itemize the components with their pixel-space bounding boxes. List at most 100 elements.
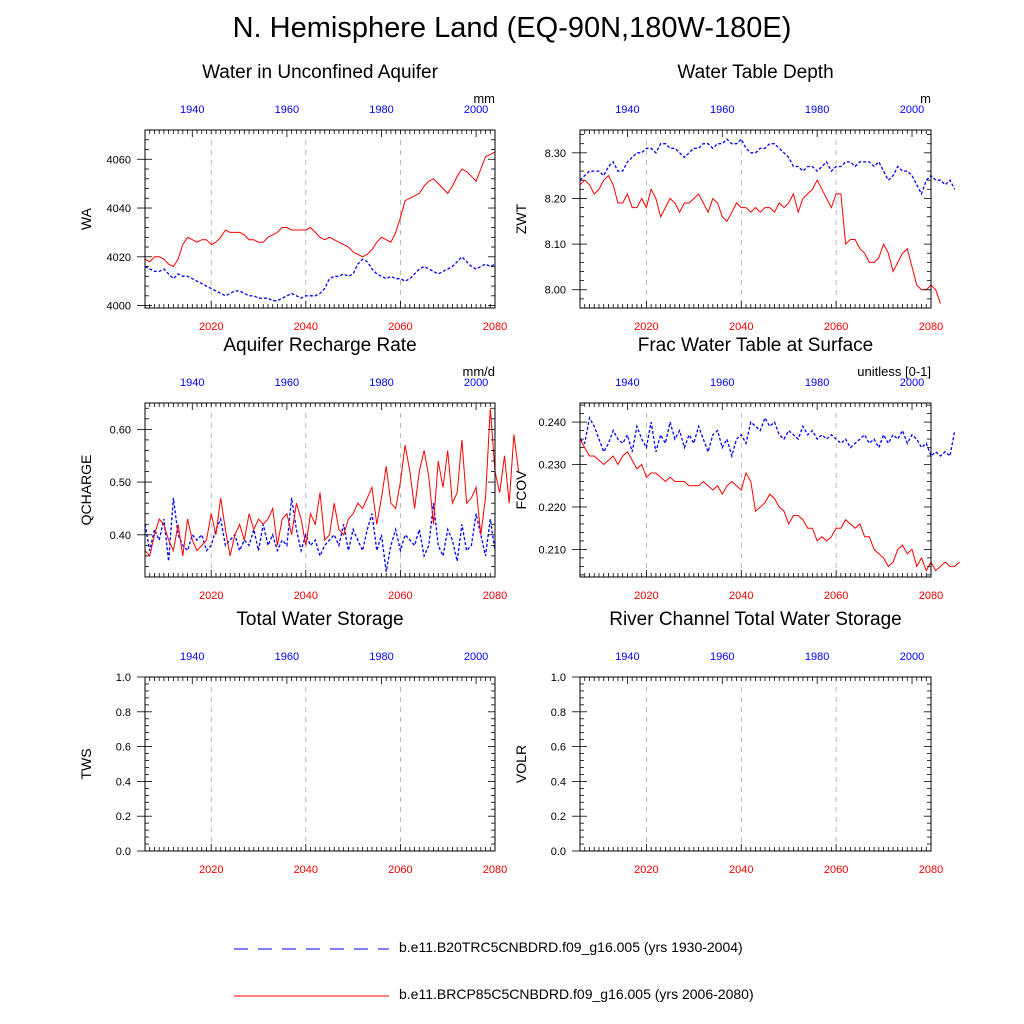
- y-tick-label: 0.2: [116, 811, 131, 823]
- x-bottom-tick-label: 2040: [294, 864, 318, 876]
- series-line-historical: [144, 255, 496, 302]
- x-top-tick-label: 1940: [180, 377, 204, 389]
- plot-frame: [144, 676, 496, 852]
- x-top-tick-label: 1960: [710, 377, 734, 389]
- panel-3: Aquifer Recharge Rate mm/d QCHARGE 2020 2040…: [78, 335, 520, 602]
- x-top-tick-label: 1940: [180, 104, 204, 116]
- y-tick-label: 4040: [107, 203, 131, 215]
- units-label: mm: [473, 91, 495, 106]
- y-tick-label: 8.20: [545, 193, 566, 205]
- legend-item-rcp85: b.e11.BRCP85C5CNBDRD.f09_g16.005 (yrs 20…: [234, 984, 934, 1008]
- y-tick-label: 1.0: [551, 672, 566, 684]
- x-top-tick-label: 1980: [805, 377, 829, 389]
- y-tick-label: 4060: [107, 154, 131, 166]
- y-tick-label: 0.60: [110, 424, 131, 436]
- legend-swatch-solid: [234, 995, 389, 997]
- x-bottom-tick-label: 2060: [388, 321, 412, 333]
- x-bottom-tick-label: 2020: [634, 590, 658, 602]
- y-tick-label: 0.8: [116, 707, 131, 719]
- x-top-tick-label: 2000: [464, 377, 488, 389]
- y-tick-label: 8.30: [545, 148, 566, 160]
- panel-title: River Channel Total Water Storage: [609, 609, 902, 630]
- plot-frame: [579, 402, 932, 578]
- x-top-tick-label: 1980: [805, 651, 829, 663]
- x-bottom-tick-label: 2060: [824, 590, 848, 602]
- series-line-historical: [144, 497, 496, 572]
- panel-4: Frac Water Table at Surface unitless [0-1…: [513, 335, 960, 602]
- x-bottom-tick-label: 2040: [729, 864, 753, 876]
- x-top-tick-label: 1960: [710, 651, 734, 663]
- legend-label-historical: b.e11.B20TRC5CNBDRD.f09_g16.005 (yrs 193…: [399, 939, 743, 955]
- panel-title: Water Table Depth: [677, 62, 833, 83]
- y-tick-label: 8.00: [545, 285, 566, 297]
- plot-frame: [144, 402, 496, 578]
- units-label: mm/d: [463, 364, 496, 379]
- y-axis-label: VOLR: [513, 745, 529, 783]
- series-line-rcp85: [144, 408, 520, 557]
- units-label: m: [920, 91, 931, 106]
- x-bottom-tick-label: 2080: [483, 590, 507, 602]
- y-tick-label: 0.8: [551, 707, 566, 719]
- x-bottom-tick-label: 2020: [199, 321, 223, 333]
- x-top-tick-label: 1960: [710, 104, 734, 116]
- legend-item-historical: b.e11.B20TRC5CNBDRD.f09_g16.005 (yrs 193…: [234, 937, 934, 961]
- y-tick-label: 0.210: [538, 544, 566, 556]
- y-tick-label: 0.6: [116, 742, 131, 754]
- y-tick-label: 0.2: [551, 811, 566, 823]
- units-label: unitless [0-1]: [857, 364, 931, 379]
- y-tick-label: 0.230: [538, 460, 566, 472]
- x-bottom-tick-label: 2080: [919, 864, 943, 876]
- panel-title: Frac Water Table at Surface: [638, 335, 874, 356]
- x-bottom-tick-label: 2060: [388, 590, 412, 602]
- series-line-rcp85: [144, 151, 496, 268]
- series-line-historical: [579, 416, 956, 459]
- y-axis-label: ZWT: [513, 203, 529, 234]
- x-top-tick-label: 2000: [900, 377, 924, 389]
- x-bottom-tick-label: 2040: [729, 321, 753, 333]
- x-top-tick-label: 2000: [900, 651, 924, 663]
- x-top-tick-label: 1960: [275, 377, 299, 389]
- y-tick-label: 0.6: [551, 742, 566, 754]
- x-top-tick-label: 2000: [464, 651, 488, 663]
- x-bottom-tick-label: 2020: [634, 321, 658, 333]
- x-top-tick-label: 1980: [369, 377, 393, 389]
- x-bottom-tick-label: 2020: [199, 590, 223, 602]
- y-tick-label: 0.240: [538, 417, 566, 429]
- panel-title: Aquifer Recharge Rate: [223, 335, 416, 356]
- series-line-rcp85: [579, 174, 941, 304]
- y-tick-label: 4020: [107, 252, 131, 264]
- series-line-historical: [579, 138, 956, 196]
- y-axis-label: QCHARGE: [78, 455, 94, 526]
- x-bottom-tick-label: 2020: [199, 864, 223, 876]
- x-top-tick-label: 1960: [275, 651, 299, 663]
- x-bottom-tick-label: 2080: [483, 321, 507, 333]
- panel-1: Water in Unconfined Aquifer mm WA 2020 2040 2…: [78, 62, 507, 333]
- y-tick-label: 8.10: [545, 239, 566, 251]
- y-tick-label: 4000: [107, 301, 131, 313]
- y-tick-label: 0.50: [110, 477, 131, 489]
- plot-frame: [579, 676, 932, 852]
- panel-title: Water in Unconfined Aquifer: [202, 62, 439, 83]
- x-top-tick-label: 1960: [275, 104, 299, 116]
- y-tick-label: 1.0: [116, 672, 131, 684]
- legend-label-rcp85: b.e11.BRCP85C5CNBDRD.f09_g16.005 (yrs 20…: [399, 986, 754, 1002]
- panel-6: River Channel Total Water Storage VOLR 202…: [513, 609, 943, 876]
- x-top-tick-label: 1980: [369, 104, 393, 116]
- x-bottom-tick-label: 2040: [294, 321, 318, 333]
- panel-5: Total Water Storage TWS 2020 2040 2060 2080 19…: [78, 609, 507, 876]
- x-bottom-tick-label: 2020: [634, 864, 658, 876]
- x-top-tick-label: 1940: [615, 651, 639, 663]
- panel-title: Total Water Storage: [236, 609, 403, 630]
- x-top-tick-label: 1940: [180, 651, 204, 663]
- x-bottom-tick-label: 2080: [483, 864, 507, 876]
- x-bottom-tick-label: 2080: [919, 321, 943, 333]
- y-axis-label: WA: [78, 207, 94, 230]
- y-tick-label: 0.220: [538, 502, 566, 514]
- y-tick-label: 0.4: [551, 776, 566, 788]
- figure-title: N. Hemisphere Land (EQ-90N,180W-180E): [232, 12, 792, 44]
- y-tick-label: 0.40: [110, 530, 131, 542]
- x-top-tick-label: 2000: [900, 104, 924, 116]
- panel-2: Water Table Depth m ZWT 2020 2040 2060 2080 194…: [513, 62, 956, 333]
- series-line-rcp85: [579, 438, 960, 572]
